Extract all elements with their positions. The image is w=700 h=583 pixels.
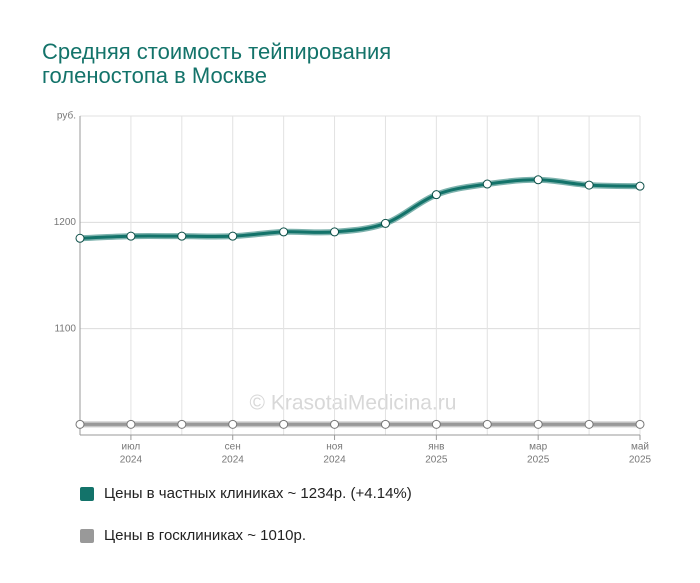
data-point bbox=[228, 231, 238, 241]
x-tick-label: сен bbox=[225, 442, 241, 453]
x-tick-label: июл bbox=[122, 442, 141, 453]
data-point bbox=[431, 190, 441, 200]
x-tick-label: 2024 bbox=[120, 455, 143, 466]
x-tick-label: май bbox=[631, 442, 649, 453]
x-tick-label: 2025 bbox=[629, 455, 652, 466]
data-point bbox=[431, 419, 441, 429]
data-point bbox=[533, 175, 543, 185]
x-tick-label: 2025 bbox=[527, 455, 550, 466]
data-point bbox=[330, 419, 340, 429]
data-point bbox=[279, 419, 289, 429]
data-point bbox=[75, 233, 85, 243]
data-point bbox=[584, 419, 594, 429]
data-point bbox=[533, 419, 543, 429]
x-tick-label: 2025 bbox=[425, 455, 448, 466]
legend-swatch bbox=[80, 529, 94, 543]
series-line bbox=[79, 178, 641, 240]
y-unit: руб. bbox=[57, 110, 76, 122]
y-tick-label: 1200 bbox=[54, 217, 77, 228]
data-point bbox=[126, 231, 136, 241]
legend-label: Цены в госклиниках ~ 1010р. bbox=[104, 527, 306, 544]
data-point bbox=[177, 231, 187, 241]
chart-title: Средняя стоимость тейпирования bbox=[42, 39, 391, 64]
legend-label: Цены в частных клиниках ~ 1234р. (+4.14%… bbox=[104, 485, 412, 502]
x-tick-label: 2024 bbox=[222, 455, 245, 466]
data-point bbox=[279, 227, 289, 237]
data-point bbox=[330, 227, 340, 237]
data-point bbox=[584, 180, 594, 190]
data-point bbox=[177, 419, 187, 429]
chart-title: голеностопа в Москве bbox=[42, 63, 267, 88]
data-point bbox=[75, 419, 85, 429]
data-point bbox=[380, 419, 390, 429]
x-tick-label: ноя bbox=[326, 442, 343, 453]
legend-swatch bbox=[80, 487, 94, 501]
data-point bbox=[380, 218, 390, 228]
data-point bbox=[635, 419, 645, 429]
data-point bbox=[126, 419, 136, 429]
watermark: © KrasotaiMedicina.ru bbox=[250, 392, 457, 415]
data-point bbox=[635, 181, 645, 191]
x-tick-label: янв bbox=[428, 442, 444, 453]
x-tick-label: 2024 bbox=[323, 455, 346, 466]
data-point bbox=[482, 179, 492, 189]
data-point bbox=[482, 419, 492, 429]
y-tick-label: 1100 bbox=[54, 323, 76, 334]
x-tick-label: мар bbox=[529, 442, 547, 453]
data-point bbox=[228, 419, 238, 429]
